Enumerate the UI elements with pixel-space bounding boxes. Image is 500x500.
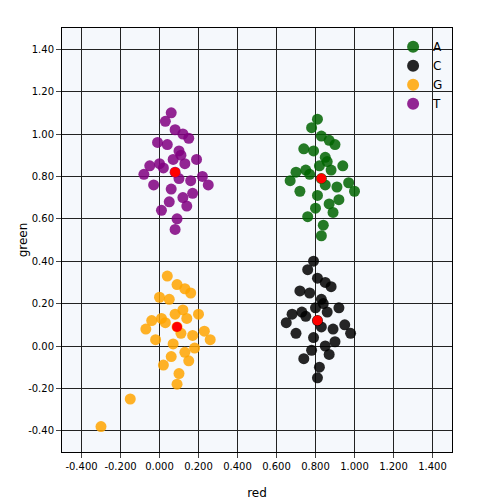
svg-text:A: A xyxy=(433,40,442,54)
svg-text:1.00: 1.00 xyxy=(32,129,54,140)
svg-text:1.40: 1.40 xyxy=(32,44,54,55)
svg-text:-0.40: -0.40 xyxy=(28,425,54,436)
svg-text:red: red xyxy=(247,486,267,500)
svg-text:-0.20: -0.20 xyxy=(28,383,54,394)
svg-text:0.600: 0.600 xyxy=(262,461,291,472)
svg-text:0.400: 0.400 xyxy=(223,461,252,472)
svg-text:0.80: 0.80 xyxy=(32,171,54,182)
svg-text:0.20: 0.20 xyxy=(32,298,54,309)
svg-text:green: green xyxy=(16,223,30,258)
svg-text:T: T xyxy=(432,97,441,111)
svg-text:1.200: 1.200 xyxy=(379,461,408,472)
svg-text:0.000: 0.000 xyxy=(145,461,174,472)
svg-text:-0.400: -0.400 xyxy=(65,461,97,472)
svg-text:1.000: 1.000 xyxy=(340,461,369,472)
svg-text:0.40: 0.40 xyxy=(32,256,54,267)
svg-text:0.800: 0.800 xyxy=(301,461,330,472)
svg-text:C: C xyxy=(433,59,441,73)
svg-text:0.200: 0.200 xyxy=(184,461,213,472)
svg-text:1.400: 1.400 xyxy=(418,461,447,472)
svg-text:G: G xyxy=(433,78,442,92)
svg-text:1.20: 1.20 xyxy=(32,86,54,97)
svg-text:-0.200: -0.200 xyxy=(104,461,136,472)
svg-text:0.00: 0.00 xyxy=(32,341,54,352)
svg-text:0.60: 0.60 xyxy=(32,213,54,224)
